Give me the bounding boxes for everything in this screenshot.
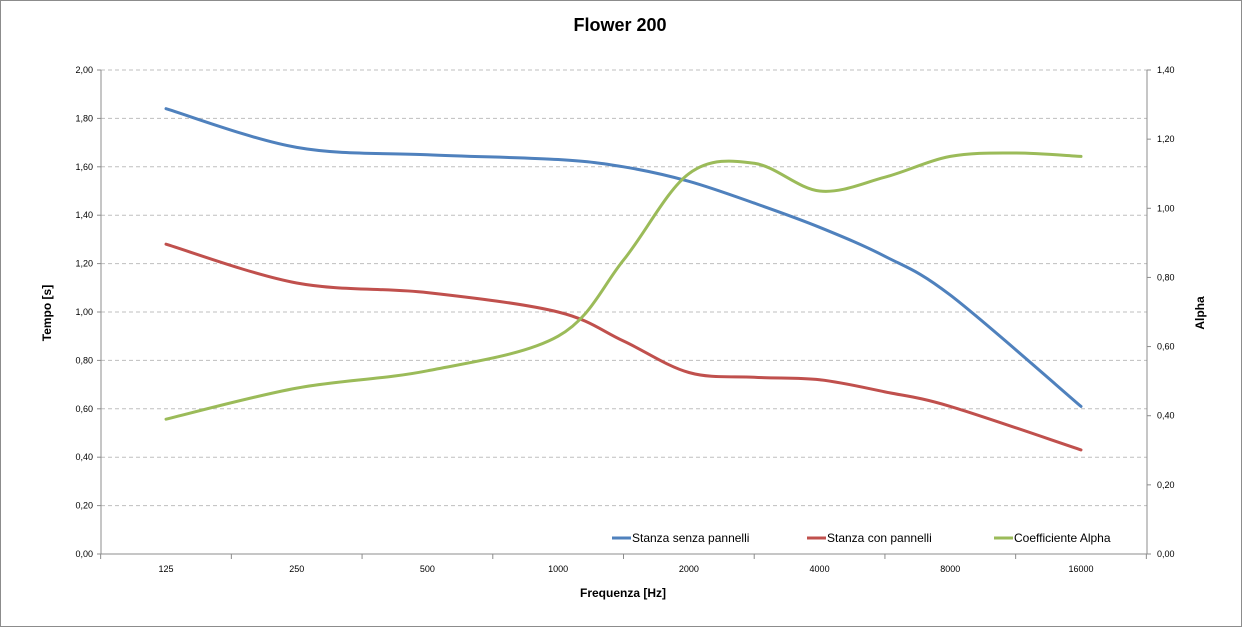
- x-tick-label: 250: [289, 564, 304, 574]
- x-axis-title: Frequenza [Hz]: [580, 586, 666, 600]
- x-tick-label: 8000: [940, 564, 960, 574]
- gridlines: [101, 69, 1147, 507]
- x-tick-label: 125: [158, 564, 173, 574]
- y-tick-label: 0,80: [75, 355, 93, 365]
- x-tick-label: 2000: [679, 564, 699, 574]
- x-tick-label: 16000: [1068, 564, 1093, 574]
- legend-label: Coefficiente Alpha: [1014, 531, 1111, 545]
- y2-tick-label: 0,00: [1157, 549, 1175, 559]
- series-line-con-pannelli: [164, 242, 1083, 452]
- series-line-senza-pannelli: [164, 107, 1083, 408]
- legend-label: Stanza senza pannelli: [632, 531, 749, 545]
- legend-item: Stanza senza pannelli: [612, 531, 749, 545]
- series-lines: [164, 107, 1083, 452]
- chart-title: Flower 200: [573, 15, 666, 35]
- x-tick-label: 500: [420, 564, 435, 574]
- axes: [97, 69, 1151, 559]
- y2-axis-title: Alpha: [1193, 296, 1207, 330]
- y2-tick-label: 0,60: [1157, 342, 1175, 352]
- y-axis-title: Tempo [s]: [40, 285, 54, 341]
- y2-tick-label: 0,20: [1157, 480, 1175, 490]
- legend-item: Coefficiente Alpha: [994, 531, 1111, 545]
- y2-tick-label: 0,40: [1157, 411, 1175, 421]
- y-tick-label: 1,80: [75, 113, 93, 123]
- x-tick-label: 4000: [810, 564, 830, 574]
- y-tick-label: 2,00: [75, 65, 93, 75]
- y-tick-label: 1,40: [75, 210, 93, 220]
- y-tick-label: 0,60: [75, 404, 93, 414]
- y-tick-label: 0,40: [75, 452, 93, 462]
- y-tick-label: 0,20: [75, 501, 93, 511]
- series-line-alpha: [164, 151, 1083, 421]
- x-tick-label: 1000: [548, 564, 568, 574]
- y-tick-label: 0,00: [75, 549, 93, 559]
- y2-tick-label: 1,20: [1157, 134, 1175, 144]
- legend-label: Stanza con pannelli: [827, 531, 932, 545]
- y-tick-label: 1,00: [75, 307, 93, 317]
- y-tick-label: 1,60: [75, 162, 93, 172]
- legend-item: Stanza con pannelli: [807, 531, 932, 545]
- y-tick-label: 1,20: [75, 259, 93, 269]
- y2-tick-label: 0,80: [1157, 272, 1175, 282]
- y2-tick-label: 1,40: [1157, 65, 1175, 75]
- legend: Stanza senza pannelli Stanza con pannelli…: [612, 531, 1111, 545]
- tick-labels: 0,00 0,20 0,40 0,60 0,80 1,00 1,20 1,40 1,60 1,80…: [75, 65, 1174, 574]
- y2-tick-label: 1,00: [1157, 203, 1175, 213]
